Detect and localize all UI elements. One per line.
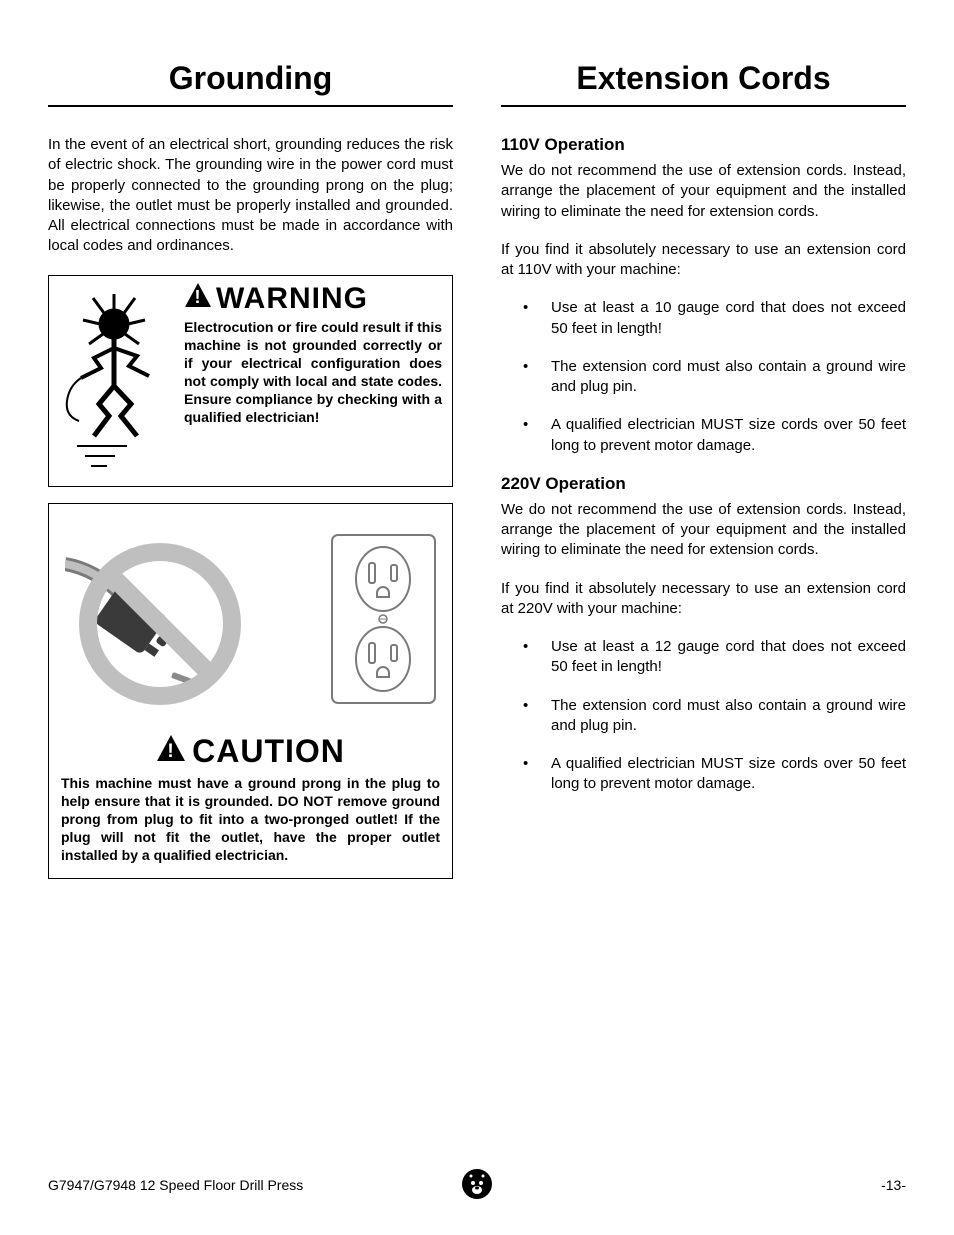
op-110v-list: Use at least a 10 gauge cord that does n… [501,298,906,456]
shock-person-icon [49,276,184,486]
svg-text:!: ! [195,287,202,307]
grounding-heading: Grounding [48,60,453,107]
right-column: Extension Cords 110V Operation We do not… [501,60,906,879]
op-220v-subheading: 220V Operation [501,474,906,494]
page-footer: G7947/G7948 12 Speed Floor Drill Press -… [48,1177,906,1193]
op-110v-subheading: 110V Operation [501,135,906,155]
grounding-intro: In the event of an electrical short, gro… [48,135,453,257]
op-220v-p2: If you find it absolutely necessary to u… [501,579,906,620]
op-110v-p1: We do not recommend the use of extension… [501,161,906,222]
list-item: Use at least a 12 gauge cord that does n… [501,637,906,678]
caution-box: ! CAUTION This machine must have a groun… [48,503,453,880]
caution-title: ! CAUTION [61,733,440,770]
left-column: Grounding In the event of an electrical … [48,60,453,879]
list-item: The extension cord must also contain a g… [501,357,906,398]
footer-left: G7947/G7948 12 Speed Floor Drill Press [48,1177,303,1193]
alert-triangle-icon: ! [156,733,186,770]
svg-text:!: ! [167,741,174,762]
list-item: A qualified electrician MUST size cords … [501,754,906,795]
list-item: Use at least a 10 gauge cord that does n… [501,298,906,339]
list-item: A qualified electrician MUST size cords … [501,415,906,456]
op-220v-p1: We do not recommend the use of extension… [501,500,906,561]
bear-logo-icon [461,1168,493,1203]
warning-box: ! WARNING Electrocution or fire could re… [48,275,453,487]
footer-right: -13- [881,1177,906,1193]
extension-cords-heading: Extension Cords [501,60,906,107]
caution-body: This machine must have a ground prong in… [61,774,440,865]
warning-title: ! WARNING [184,282,442,316]
warning-title-text: WARNING [216,282,368,316]
op-220v-list: Use at least a 12 gauge cord that does n… [501,637,906,795]
plug-prohibit-icon [65,524,255,719]
alert-triangle-icon: ! [184,282,212,316]
caution-title-text: CAUTION [192,733,345,770]
list-item: The extension cord must also contain a g… [501,696,906,737]
duplex-outlet-icon [331,534,436,709]
op-110v-p2: If you find it absolutely necessary to u… [501,240,906,281]
warning-body: Electrocution or fire could result if th… [184,318,442,427]
